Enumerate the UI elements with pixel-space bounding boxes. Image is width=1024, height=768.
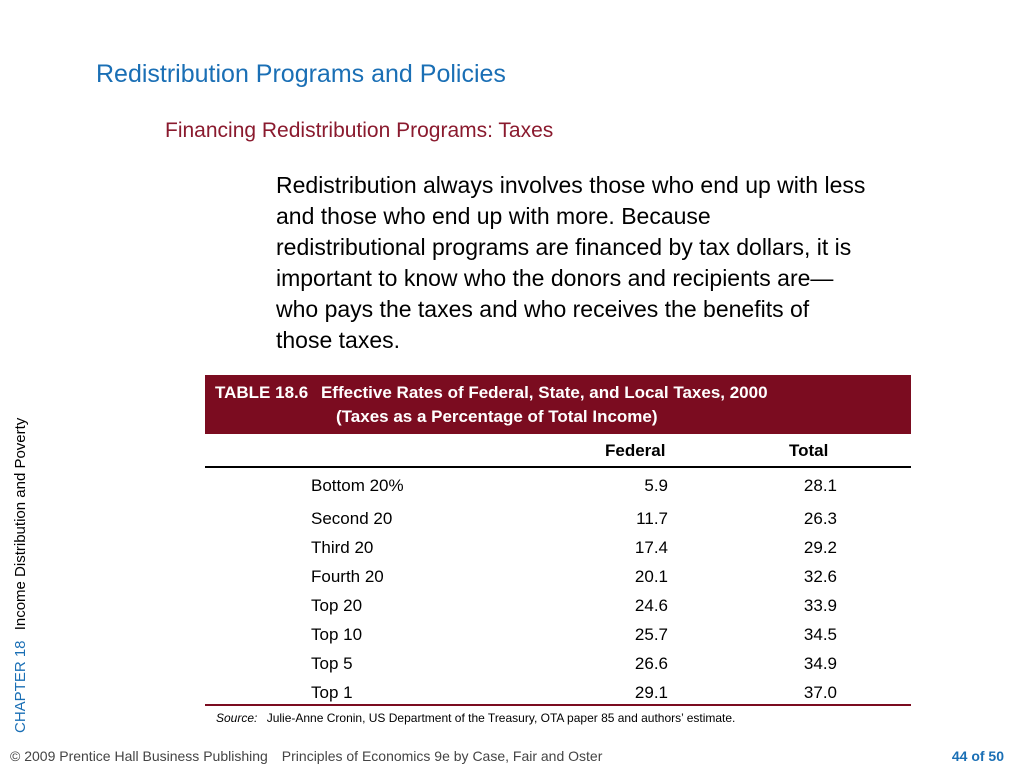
- row-total-value: 28.1: [803, 476, 837, 495]
- row-federal-value: 24.6: [634, 596, 668, 615]
- table-top-rule: [205, 466, 911, 468]
- table-bottom-rule: [205, 704, 911, 706]
- row-federal-value: 20.1: [634, 567, 668, 586]
- table-row: Bottom 20% 5.9 28.1: [0, 476, 1024, 500]
- table-caption-line2: (Taxes as a Percentage of Total Income): [336, 407, 658, 426]
- table-row: Fourth 20 20.1 32.6: [0, 567, 1024, 591]
- row-label: Top 1: [311, 683, 353, 702]
- slide-footer: © 2009 Prentice Hall Business Publishing…: [0, 745, 1024, 768]
- row-label: Third 20: [311, 538, 374, 557]
- table-row: Top 5 26.6 34.9: [0, 654, 1024, 678]
- table-caption-line1: TABLE 18.6 Effective Rates of Federal, S…: [215, 383, 768, 403]
- table-row: Top 10 25.7 34.5: [0, 625, 1024, 649]
- page-of: of: [971, 748, 985, 764]
- row-label: Top 5: [311, 654, 353, 673]
- row-total-value: 33.9: [803, 596, 837, 615]
- row-total-value: 32.6: [803, 567, 837, 586]
- row-total-value: 34.5: [803, 625, 837, 644]
- source-text: Julie-Anne Cronin, US Department of the …: [266, 711, 736, 725]
- source-label: Source:: [216, 711, 258, 725]
- row-total-value: 37.0: [803, 683, 837, 702]
- body-paragraph: Redistribution always involves those who…: [276, 172, 866, 353]
- page-total: 50: [988, 748, 1004, 764]
- slide-subtitle: Financing Redistribution Programs: Taxes: [165, 119, 554, 142]
- page-current: 44: [951, 748, 968, 764]
- row-label: Second 20: [311, 509, 393, 528]
- row-federal-value: 5.9: [644, 476, 668, 495]
- column-header-federal: Federal: [605, 441, 666, 460]
- footer-copyright: © 2009 Prentice Hall Business Publishing: [10, 748, 268, 764]
- column-header-total: Total: [789, 441, 829, 460]
- slide-title: Redistribution Programs and Policies: [96, 60, 506, 88]
- footer-credits: © 2009 Prentice Hall Business Publishing…: [10, 748, 602, 764]
- table-row: Second 20 11.7 26.3: [0, 509, 1024, 533]
- table-row: Top 20 24.6 33.9: [0, 596, 1024, 620]
- footer-book-title: Principles of Economics 9e by Case, Fair…: [281, 748, 603, 764]
- row-label: Fourth 20: [311, 567, 384, 586]
- table-row: Third 20 17.4 29.2: [0, 538, 1024, 562]
- row-label: Top 20: [311, 596, 363, 615]
- row-total-value: 34.9: [803, 654, 837, 673]
- row-total-value: 26.3: [803, 509, 837, 528]
- row-federal-value: 17.4: [634, 538, 668, 557]
- table-caption-text: Effective Rates of Federal, State, and L…: [320, 383, 768, 402]
- table-row: Top 1 29.1 37.0: [0, 683, 1024, 707]
- row-federal-value: 11.7: [636, 509, 668, 528]
- row-federal-value: 29.1: [634, 683, 668, 702]
- row-total-value: 29.2: [803, 538, 837, 557]
- row-federal-value: 26.6: [634, 654, 668, 673]
- row-label: Top 10: [311, 625, 363, 644]
- row-label: Bottom 20%: [311, 476, 404, 495]
- table-source-note: Source: Julie-Anne Cronin, US Department…: [216, 711, 735, 725]
- table-number: TABLE 18.6: [215, 383, 309, 402]
- row-federal-value: 25.7: [634, 625, 668, 644]
- page-number: 44 of 50: [952, 748, 1004, 764]
- table-caption-banner: TABLE 18.6 Effective Rates of Federal, S…: [205, 375, 911, 434]
